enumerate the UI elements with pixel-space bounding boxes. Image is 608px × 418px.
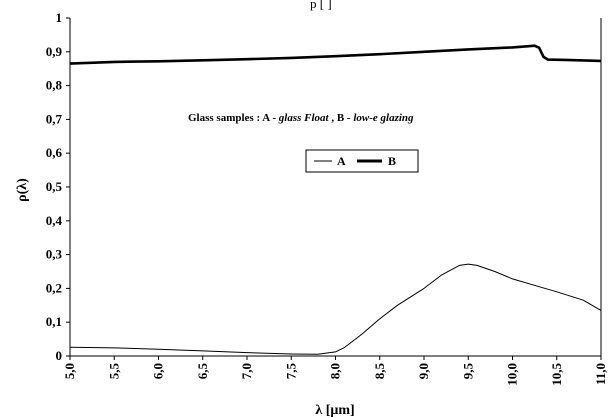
legend: A B <box>305 149 419 173</box>
y-axis-ticks: 0 0,1 0,2 0,3 0,4 0,5 0,6 0,7 0,8 0,9 1 <box>46 10 70 363</box>
x-tick-label: 7,5 <box>283 363 298 380</box>
legend-label-b: B <box>388 154 396 168</box>
x-tick-label: 6,0 <box>151 363 166 379</box>
annotation-sample-b: low-e glazing <box>353 112 414 124</box>
y-tick-label: 0,1 <box>46 314 62 329</box>
y-tick-label: 0,6 <box>46 145 63 160</box>
y-tick-label: 1 <box>56 10 63 25</box>
plot-area <box>69 18 602 357</box>
y-tick-label: 0,5 <box>46 179 63 194</box>
x-tick-label: 9,5 <box>460 363 475 380</box>
y-tick-label: 0 <box>56 348 63 363</box>
annotation-middle: , B - <box>329 112 354 124</box>
x-tick-label: 10,0 <box>505 363 520 386</box>
y-tick-label: 0,3 <box>46 247 63 262</box>
x-axis-title: λ [μm] <box>315 403 354 418</box>
legend-label-a: A <box>337 154 346 168</box>
x-tick-label: 8,5 <box>372 363 387 380</box>
x-tick-label: 6,5 <box>195 363 210 380</box>
x-axis-ticks: 5,0 5,5 6,0 6,5 7,0 7,5 8,0 8,5 9,0 9,5 10,0 10,5 11… <box>62 356 608 386</box>
y-tick-label: 0,2 <box>46 280 62 295</box>
x-tick-label: 5,5 <box>106 363 121 380</box>
y-tick-label: 0,7 <box>46 111 63 126</box>
x-tick-label: 10,5 <box>549 363 564 386</box>
x-tick-label: 8,0 <box>328 363 343 379</box>
y-tick-label: 0,8 <box>46 78 63 93</box>
annotation-sample-a: glass Float <box>278 112 330 124</box>
y-axis-title: ρ(λ) <box>15 178 30 202</box>
series-layer <box>69 44 602 355</box>
x-tick-label: 7,0 <box>239 363 254 379</box>
series-line-a <box>69 263 602 355</box>
x-tick-label: 9,0 <box>416 363 431 379</box>
y-tick-label: 0,9 <box>46 44 63 59</box>
x-tick-label: 11,0 <box>593 363 608 385</box>
top-caption-fragment: p [ ] <box>310 0 332 11</box>
y-tick-label: 0,4 <box>46 213 63 228</box>
x-tick-label: 5,0 <box>62 363 77 379</box>
annotation-text: Glass samples : A - glass Float , B - lo… <box>188 112 414 124</box>
annotation-prefix: Glass samples : A - <box>188 112 279 124</box>
series-line-b <box>69 44 602 65</box>
